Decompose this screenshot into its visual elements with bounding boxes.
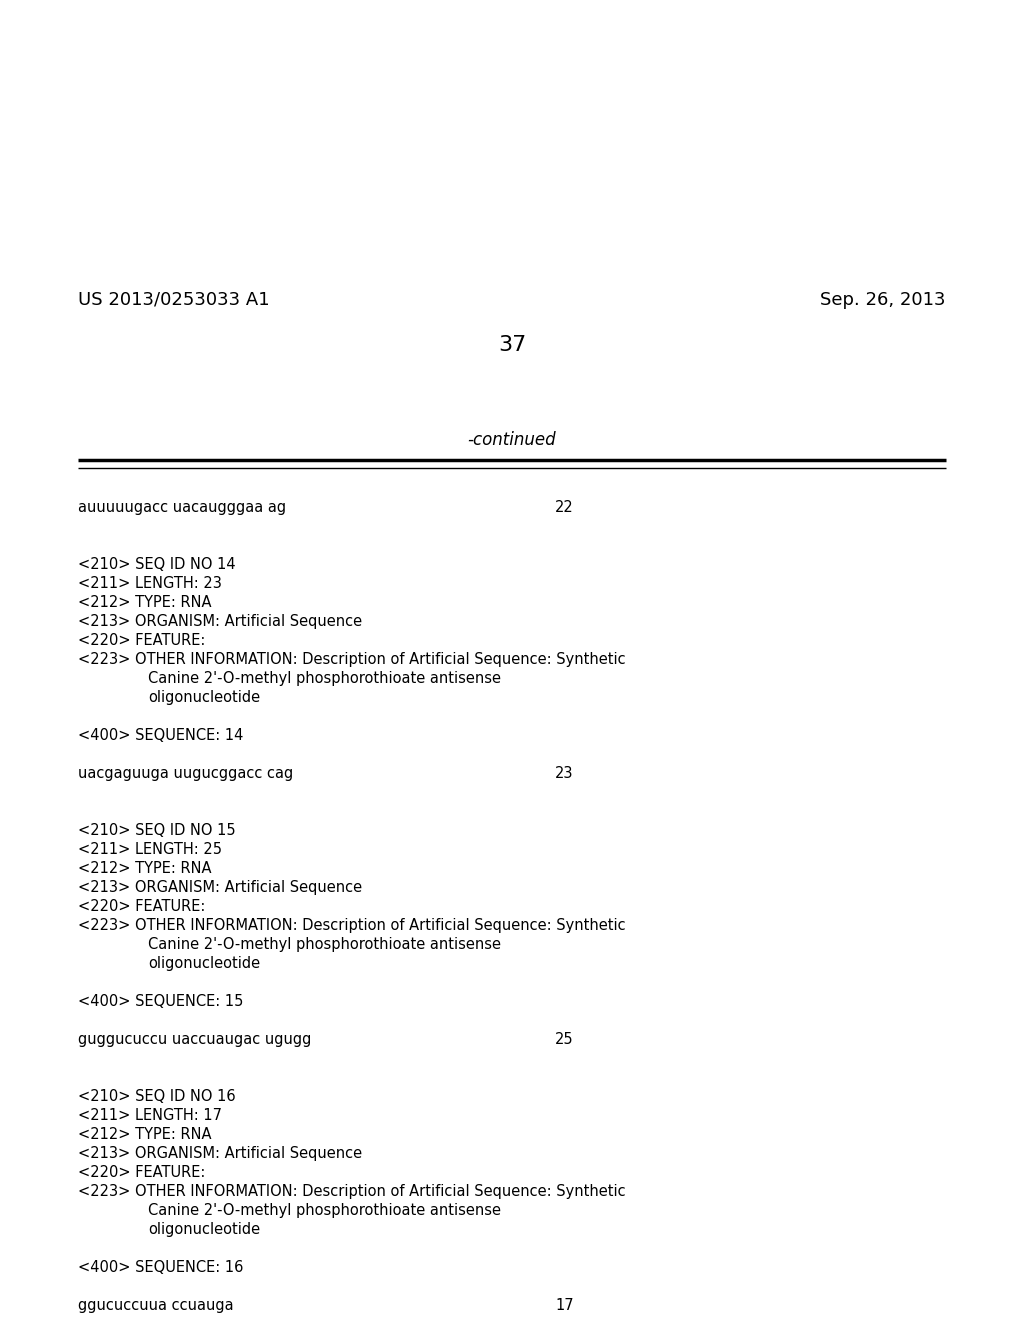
Text: guggucuccu uaccuaugac ugugg: guggucuccu uaccuaugac ugugg (78, 1032, 311, 1047)
Text: <211> LENGTH: 17: <211> LENGTH: 17 (78, 1107, 222, 1123)
Text: <213> ORGANISM: Artificial Sequence: <213> ORGANISM: Artificial Sequence (78, 880, 362, 895)
Text: 22: 22 (555, 500, 573, 515)
Text: <212> TYPE: RNA: <212> TYPE: RNA (78, 861, 212, 876)
Text: <400> SEQUENCE: 16: <400> SEQUENCE: 16 (78, 1261, 244, 1275)
Text: 23: 23 (555, 766, 573, 781)
Text: Canine 2'-O-methyl phosphorothioate antisense: Canine 2'-O-methyl phosphorothioate anti… (148, 1203, 501, 1218)
Text: <213> ORGANISM: Artificial Sequence: <213> ORGANISM: Artificial Sequence (78, 614, 362, 630)
Text: <210> SEQ ID NO 14: <210> SEQ ID NO 14 (78, 557, 236, 572)
Text: <211> LENGTH: 25: <211> LENGTH: 25 (78, 842, 222, 857)
Text: <220> FEATURE:: <220> FEATURE: (78, 899, 206, 913)
Text: <223> OTHER INFORMATION: Description of Artificial Sequence: Synthetic: <223> OTHER INFORMATION: Description of … (78, 1184, 626, 1199)
Text: -continued: -continued (468, 432, 556, 449)
Text: <223> OTHER INFORMATION: Description of Artificial Sequence: Synthetic: <223> OTHER INFORMATION: Description of … (78, 652, 626, 667)
Text: 25: 25 (555, 1032, 573, 1047)
Text: <400> SEQUENCE: 14: <400> SEQUENCE: 14 (78, 729, 244, 743)
Text: <400> SEQUENCE: 15: <400> SEQUENCE: 15 (78, 994, 244, 1008)
Text: 17: 17 (555, 1298, 573, 1313)
Text: auuuuugacc uacaugggaa ag: auuuuugacc uacaugggaa ag (78, 500, 286, 515)
Text: 37: 37 (498, 335, 526, 355)
Text: Canine 2'-O-methyl phosphorothioate antisense: Canine 2'-O-methyl phosphorothioate anti… (148, 937, 501, 952)
Text: <220> FEATURE:: <220> FEATURE: (78, 1166, 206, 1180)
Text: <220> FEATURE:: <220> FEATURE: (78, 634, 206, 648)
Text: ggucuccuua ccuauga: ggucuccuua ccuauga (78, 1298, 233, 1313)
Text: Sep. 26, 2013: Sep. 26, 2013 (820, 290, 946, 309)
Text: <213> ORGANISM: Artificial Sequence: <213> ORGANISM: Artificial Sequence (78, 1146, 362, 1162)
Text: <210> SEQ ID NO 16: <210> SEQ ID NO 16 (78, 1089, 236, 1104)
Text: uacgaguuga uugucggacc cag: uacgaguuga uugucggacc cag (78, 766, 293, 781)
Text: oligonucleotide: oligonucleotide (148, 690, 260, 705)
Text: <210> SEQ ID NO 15: <210> SEQ ID NO 15 (78, 822, 236, 838)
Text: <223> OTHER INFORMATION: Description of Artificial Sequence: Synthetic: <223> OTHER INFORMATION: Description of … (78, 917, 626, 933)
Text: <212> TYPE: RNA: <212> TYPE: RNA (78, 595, 212, 610)
Text: Canine 2'-O-methyl phosphorothioate antisense: Canine 2'-O-methyl phosphorothioate anti… (148, 671, 501, 686)
Text: US 2013/0253033 A1: US 2013/0253033 A1 (78, 290, 269, 309)
Text: <212> TYPE: RNA: <212> TYPE: RNA (78, 1127, 212, 1142)
Text: oligonucleotide: oligonucleotide (148, 956, 260, 972)
Text: oligonucleotide: oligonucleotide (148, 1222, 260, 1237)
Text: <211> LENGTH: 23: <211> LENGTH: 23 (78, 576, 222, 591)
